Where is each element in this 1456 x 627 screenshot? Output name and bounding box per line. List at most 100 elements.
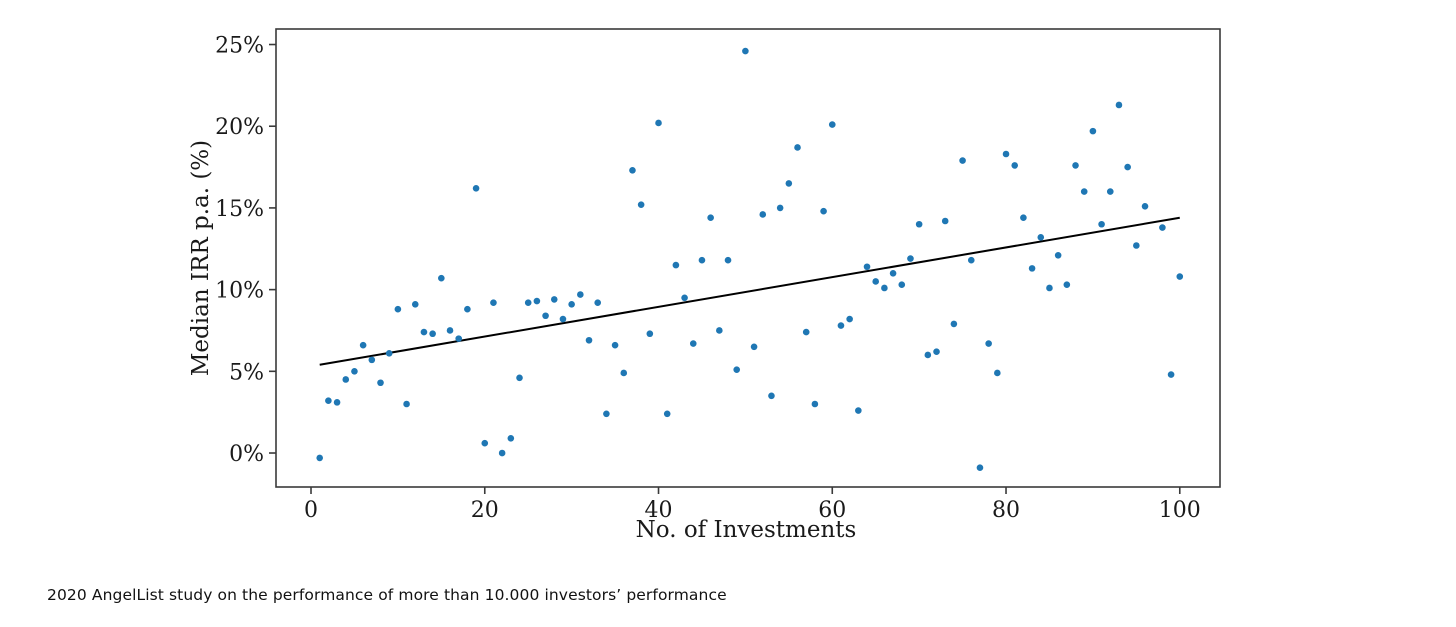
- y-tick-label: 25%: [215, 34, 264, 59]
- data-point: [1002, 150, 1010, 158]
- data-point: [490, 299, 497, 306]
- data-point: [889, 269, 897, 277]
- data-point: [611, 341, 619, 349]
- data-point: [550, 296, 558, 303]
- data-point: [1106, 188, 1114, 195]
- data-point: [438, 274, 445, 282]
- data-point: [681, 294, 688, 302]
- data-point: [716, 327, 723, 334]
- data-point: [985, 340, 992, 347]
- data-point: [924, 351, 932, 359]
- data-point: [1063, 281, 1071, 289]
- data-point: [907, 255, 914, 262]
- data-point: [411, 301, 419, 308]
- data-point: [689, 340, 697, 347]
- plot-frame: [275, 28, 1221, 488]
- data-point: [351, 368, 358, 375]
- x-tick-label: 20: [471, 498, 499, 523]
- data-point: [1028, 265, 1036, 272]
- data-point: [759, 211, 767, 218]
- data-point: [976, 464, 984, 472]
- data-point: [1115, 101, 1123, 109]
- data-point: [333, 399, 341, 406]
- data-point: [733, 366, 741, 373]
- data-point: [603, 410, 610, 418]
- data-point: [698, 256, 706, 264]
- x-tick-label: 60: [818, 498, 846, 523]
- data-point: [785, 180, 793, 187]
- data-point: [316, 454, 323, 462]
- data-point: [768, 392, 775, 400]
- data-point: [446, 327, 454, 334]
- data-point: [1159, 224, 1166, 231]
- data-point: [559, 315, 567, 323]
- data-point: [863, 263, 871, 271]
- data-point: [846, 315, 853, 323]
- y-tick-label: 10%: [215, 279, 264, 304]
- scatter-chart: 0 20 40 60 80 100 0% 5% 10% 15% 20% 25% No. of Inve…: [188, 28, 1221, 543]
- data-point: [1080, 188, 1088, 195]
- data-point: [1089, 127, 1097, 135]
- data-point: [377, 379, 384, 387]
- data-point: [516, 374, 523, 382]
- data-point: [1141, 202, 1149, 210]
- data-point: [672, 261, 680, 269]
- data-point: [707, 214, 714, 222]
- data-point: [325, 397, 332, 405]
- y-tick-label: 20%: [215, 115, 264, 140]
- y-tick-label: 5%: [229, 360, 264, 385]
- data-point: [742, 47, 749, 55]
- data-point: [455, 335, 463, 342]
- data-point: [420, 328, 428, 336]
- data-point: [967, 256, 975, 264]
- x-tick-label: 100: [1159, 498, 1201, 523]
- data-point: [802, 328, 810, 336]
- data-point: [637, 201, 645, 208]
- data-point: [1176, 273, 1184, 280]
- data-point: [941, 217, 949, 225]
- data-point: [855, 407, 862, 414]
- x-tick-label: 40: [645, 498, 673, 523]
- data-point: [568, 301, 575, 308]
- data-point: [585, 336, 593, 344]
- data-point: [342, 376, 350, 383]
- data-point: [933, 348, 940, 356]
- data-point: [950, 320, 958, 328]
- data-point: [498, 449, 506, 457]
- x-axis-label: No. of Investments: [636, 517, 857, 543]
- y-tick-label: 0%: [229, 442, 264, 467]
- data-point: [811, 400, 819, 408]
- data-point: [629, 167, 636, 174]
- data-point: [464, 305, 471, 313]
- data-point: [1124, 163, 1131, 171]
- data-point: [472, 185, 480, 192]
- data-point: [794, 144, 801, 151]
- y-tick-label: 15%: [215, 197, 264, 222]
- plot-area: 0 20 40 60 80 100 0% 5% 10% 15% 20% 25%: [215, 28, 1221, 523]
- data-point: [750, 343, 758, 351]
- data-point: [1133, 242, 1140, 249]
- data-point: [898, 281, 906, 289]
- data-point: [776, 204, 784, 212]
- data-point: [655, 119, 662, 127]
- data-point: [429, 330, 436, 338]
- data-point: [820, 207, 827, 215]
- data-point: [533, 297, 541, 305]
- x-tick-label: 80: [992, 498, 1020, 523]
- data-point: [959, 157, 966, 164]
- data-point: [1020, 214, 1027, 222]
- trend-line: [319, 216, 1180, 366]
- data-point: [577, 291, 584, 298]
- data-point: [385, 350, 393, 357]
- data-point: [368, 356, 376, 364]
- data-point: [1072, 162, 1079, 169]
- data-point: [872, 278, 880, 285]
- data-point: [881, 284, 888, 292]
- data-point: [837, 322, 845, 329]
- data-point: [994, 369, 1001, 377]
- data-point: [1054, 252, 1062, 259]
- data-point: [481, 439, 489, 447]
- y-axis-label: Median IRR p.a. (%): [188, 140, 214, 376]
- x-tick-label: 0: [304, 498, 318, 523]
